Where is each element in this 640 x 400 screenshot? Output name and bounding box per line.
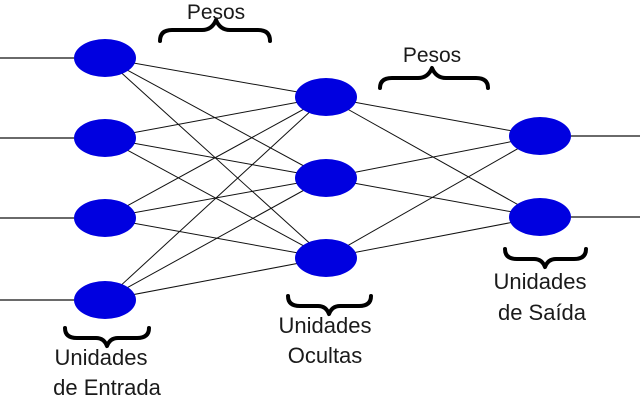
weights-right-label: Pesos	[403, 44, 461, 67]
hidden-node-2	[295, 159, 357, 197]
output-node-1	[509, 117, 571, 155]
hidden-node-3	[295, 239, 357, 277]
output-units-brace	[503, 247, 588, 269]
edge-input-4-hidden-2	[104, 177, 327, 301]
edge-input-3-hidden-1	[104, 96, 327, 219]
hidden-units-brace	[286, 294, 373, 316]
output-units-label-line2: de Saída	[498, 300, 587, 325]
edge-hidden-3-output-2	[325, 216, 541, 259]
input-units-label-line2: de Entrada	[53, 375, 161, 400]
output-node-2	[509, 198, 571, 236]
input-node-3	[74, 199, 136, 237]
hidden-units-label-line1: Unidades	[279, 313, 372, 338]
weights-left-label: Pesos	[187, 1, 245, 24]
edge-input-4-hidden-1	[104, 96, 327, 301]
input-node-4	[74, 281, 136, 319]
edge-input-4-hidden-3	[104, 257, 327, 301]
edge-input-1-hidden-1	[104, 57, 327, 98]
hidden-node-1	[295, 78, 357, 116]
edge-hidden-2-output-1	[325, 135, 541, 179]
weights-right-brace	[378, 66, 490, 90]
edge-input-2-hidden-1	[104, 96, 327, 139]
network-nodes	[74, 39, 571, 319]
connection-edges	[104, 57, 541, 301]
input-node-1	[74, 39, 136, 77]
input-node-2	[74, 119, 136, 157]
edge-hidden-1-output-1	[325, 96, 541, 137]
weights-left-brace	[158, 18, 272, 43]
io-lines	[0, 57, 640, 301]
edge-hidden-3-output-1	[325, 135, 541, 259]
edge-input-3-hidden-3	[104, 217, 327, 259]
hidden-units-label-line2: Ocultas	[288, 343, 363, 368]
output-units-label-line1: Unidades	[494, 269, 587, 294]
input-units-label-line1: Unidades	[55, 345, 148, 370]
input-units-brace	[63, 326, 151, 348]
